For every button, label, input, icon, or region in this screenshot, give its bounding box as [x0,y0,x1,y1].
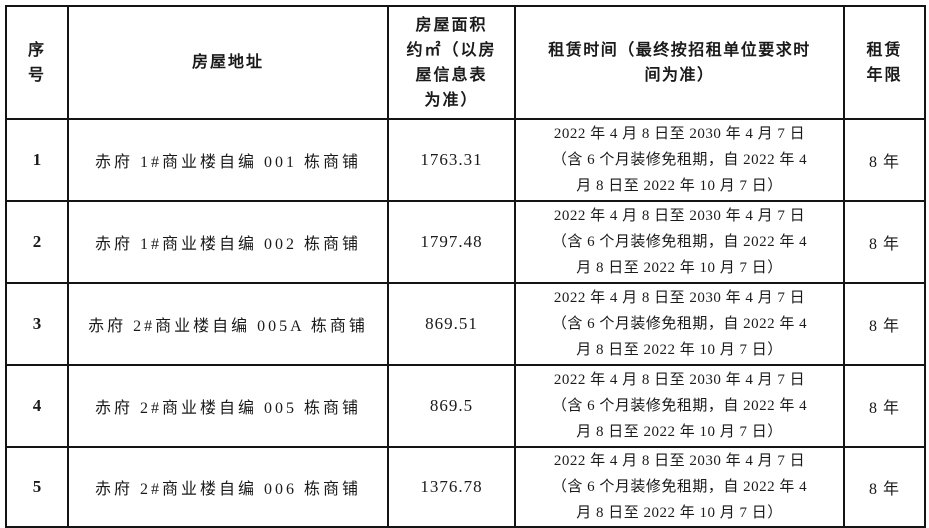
cell-address: 赤府 1#商业楼自编 002 栋商铺 [67,200,389,284]
rental-properties-table: 序 号 房屋地址 房屋面积 约㎡（以房 屋信息表 为准） 租赁时间（最终按招租单… [5,5,926,528]
cell-lease-time: 2022 年 4 月 8 日至 2030 年 4 月 7 日 （含 6 个月装修… [514,282,845,366]
cell-lease-term: 8 年 [843,282,926,366]
cell-area: 869.51 [387,282,516,366]
cell-seq: 4 [5,364,69,448]
cell-address: 赤府 2#商业楼自编 006 栋商铺 [67,446,389,528]
cell-lease-time: 2022 年 4 月 8 日至 2030 年 4 月 7 日 （含 6 个月装修… [514,118,845,202]
cell-area: 869.5 [387,364,516,448]
cell-seq: 3 [5,282,69,366]
table-row: 5 赤府 2#商业楼自编 006 栋商铺 1376.78 2022 年 4 月 … [5,446,926,528]
table-row: 2 赤府 1#商业楼自编 002 栋商铺 1797.48 2022 年 4 月 … [5,200,926,284]
col-header-lease-term: 租赁 年限 [843,5,926,120]
table-row: 4 赤府 2#商业楼自编 005 栋商铺 869.5 2022 年 4 月 8 … [5,364,926,448]
cell-seq: 5 [5,446,69,528]
cell-address: 赤府 2#商业楼自编 005A 栋商铺 [67,282,389,366]
cell-lease-term: 8 年 [843,200,926,284]
cell-lease-term: 8 年 [843,446,926,528]
cell-lease-time: 2022 年 4 月 8 日至 2030 年 4 月 7 日 （含 6 个月装修… [514,446,845,528]
col-header-area: 房屋面积 约㎡（以房 屋信息表 为准） [387,5,516,120]
col-header-seq: 序 号 [5,5,69,120]
table-row: 1 赤府 1#商业楼自编 001 栋商铺 1763.31 2022 年 4 月 … [5,118,926,202]
col-header-address: 房屋地址 [67,5,389,120]
cell-address: 赤府 1#商业楼自编 001 栋商铺 [67,118,389,202]
cell-lease-time: 2022 年 4 月 8 日至 2030 年 4 月 7 日 （含 6 个月装修… [514,200,845,284]
cell-address: 赤府 2#商业楼自编 005 栋商铺 [67,364,389,448]
cell-area: 1797.48 [387,200,516,284]
col-header-lease-time: 租赁时间（最终按招租单位要求时 间为准） [514,5,845,120]
table-row: 3 赤府 2#商业楼自编 005A 栋商铺 869.51 2022 年 4 月 … [5,282,926,366]
header-row: 序 号 房屋地址 房屋面积 约㎡（以房 屋信息表 为准） 租赁时间（最终按招租单… [5,5,926,120]
cell-lease-term: 8 年 [843,118,926,202]
cell-area: 1763.31 [387,118,516,202]
cell-seq: 1 [5,118,69,202]
cell-seq: 2 [5,200,69,284]
cell-lease-time: 2022 年 4 月 8 日至 2030 年 4 月 7 日 （含 6 个月装修… [514,364,845,448]
cell-area: 1376.78 [387,446,516,528]
cell-lease-term: 8 年 [843,364,926,448]
